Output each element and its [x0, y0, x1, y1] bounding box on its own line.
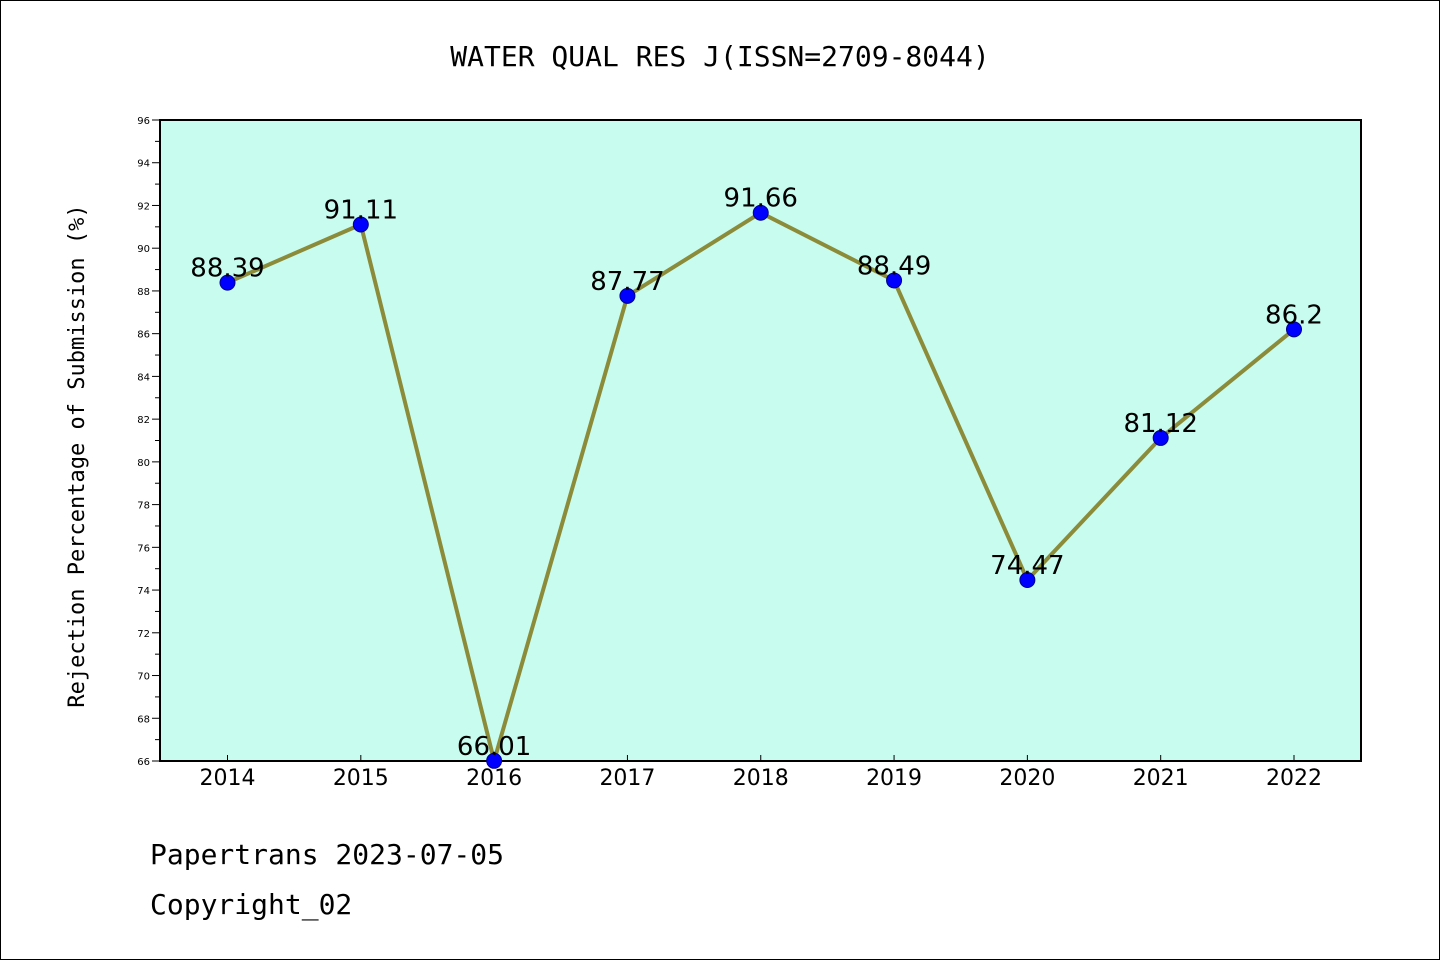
y-tick-label: 84	[137, 372, 150, 383]
x-tick-label: 2017	[599, 766, 655, 791]
footer-date: Papertrans 2023-07-05	[150, 838, 504, 871]
y-tick-label: 92	[137, 201, 150, 212]
y-axis: 66 68 70 72 74 76 78 80 82 84 86 88 90 92 94 96	[137, 116, 160, 768]
y-tick-label: 74	[137, 586, 150, 597]
data-point	[619, 287, 636, 304]
x-tick-label: 2019	[866, 766, 922, 791]
x-axis: 2014 2015 2016 2017 2018 2019 2020 2021 2022	[200, 755, 1322, 791]
data-point	[752, 204, 769, 221]
series-layer	[219, 204, 1302, 769]
y-axis-label: Rejection Percentage of Submission (%)	[65, 204, 90, 707]
data-point	[219, 274, 236, 291]
data-labels: 88.39 91.11 66.01 87.77 91.66 88.49 74.47 81.12…	[190, 184, 1323, 762]
data-label: 87.77	[590, 267, 664, 297]
y-tick-label: 88	[137, 287, 150, 298]
data-point	[352, 216, 369, 233]
x-tick-label: 2016	[466, 766, 522, 791]
y-tick-label: 90	[137, 244, 150, 255]
x-tick-label: 2015	[333, 766, 389, 791]
y-tick-label: 82	[137, 415, 150, 426]
data-label: 91.66	[724, 184, 798, 214]
x-tick-label: 2014	[200, 766, 256, 791]
data-point	[1019, 572, 1036, 589]
data-label: 66.01	[457, 732, 531, 762]
data-label: 74.47	[990, 551, 1064, 581]
footer-copyright: Copyright_02	[150, 888, 352, 922]
x-tick-label: 2022	[1266, 766, 1322, 791]
y-tick-label: 86	[137, 330, 150, 341]
x-tick-label: 2020	[999, 766, 1055, 791]
x-tick-label: 2021	[1133, 766, 1189, 791]
y-tick-label: 70	[137, 672, 150, 683]
data-label: 81.12	[1123, 409, 1197, 439]
y-tick-label: 80	[137, 458, 150, 469]
data-label: 86.2	[1265, 300, 1323, 330]
chart-title: WATER QUAL RES J(ISSN=2709-8044)	[450, 40, 989, 73]
data-point	[886, 272, 903, 289]
data-point	[1286, 321, 1302, 338]
data-point	[486, 752, 503, 769]
data-label: 91.11	[324, 195, 398, 225]
y-tick-label: 68	[137, 714, 150, 725]
y-tick-label: 72	[137, 629, 150, 640]
y-tick-label: 66	[137, 757, 150, 768]
y-tick-label: 94	[137, 159, 150, 170]
y-tick-label: 78	[137, 501, 150, 512]
x-tick-label: 2018	[733, 766, 789, 791]
data-label: 88.49	[857, 251, 931, 281]
data-point	[1152, 429, 1169, 446]
data-label: 88.39	[190, 254, 264, 284]
y-tick-label: 76	[137, 543, 150, 554]
y-tick-label: 96	[137, 116, 150, 127]
